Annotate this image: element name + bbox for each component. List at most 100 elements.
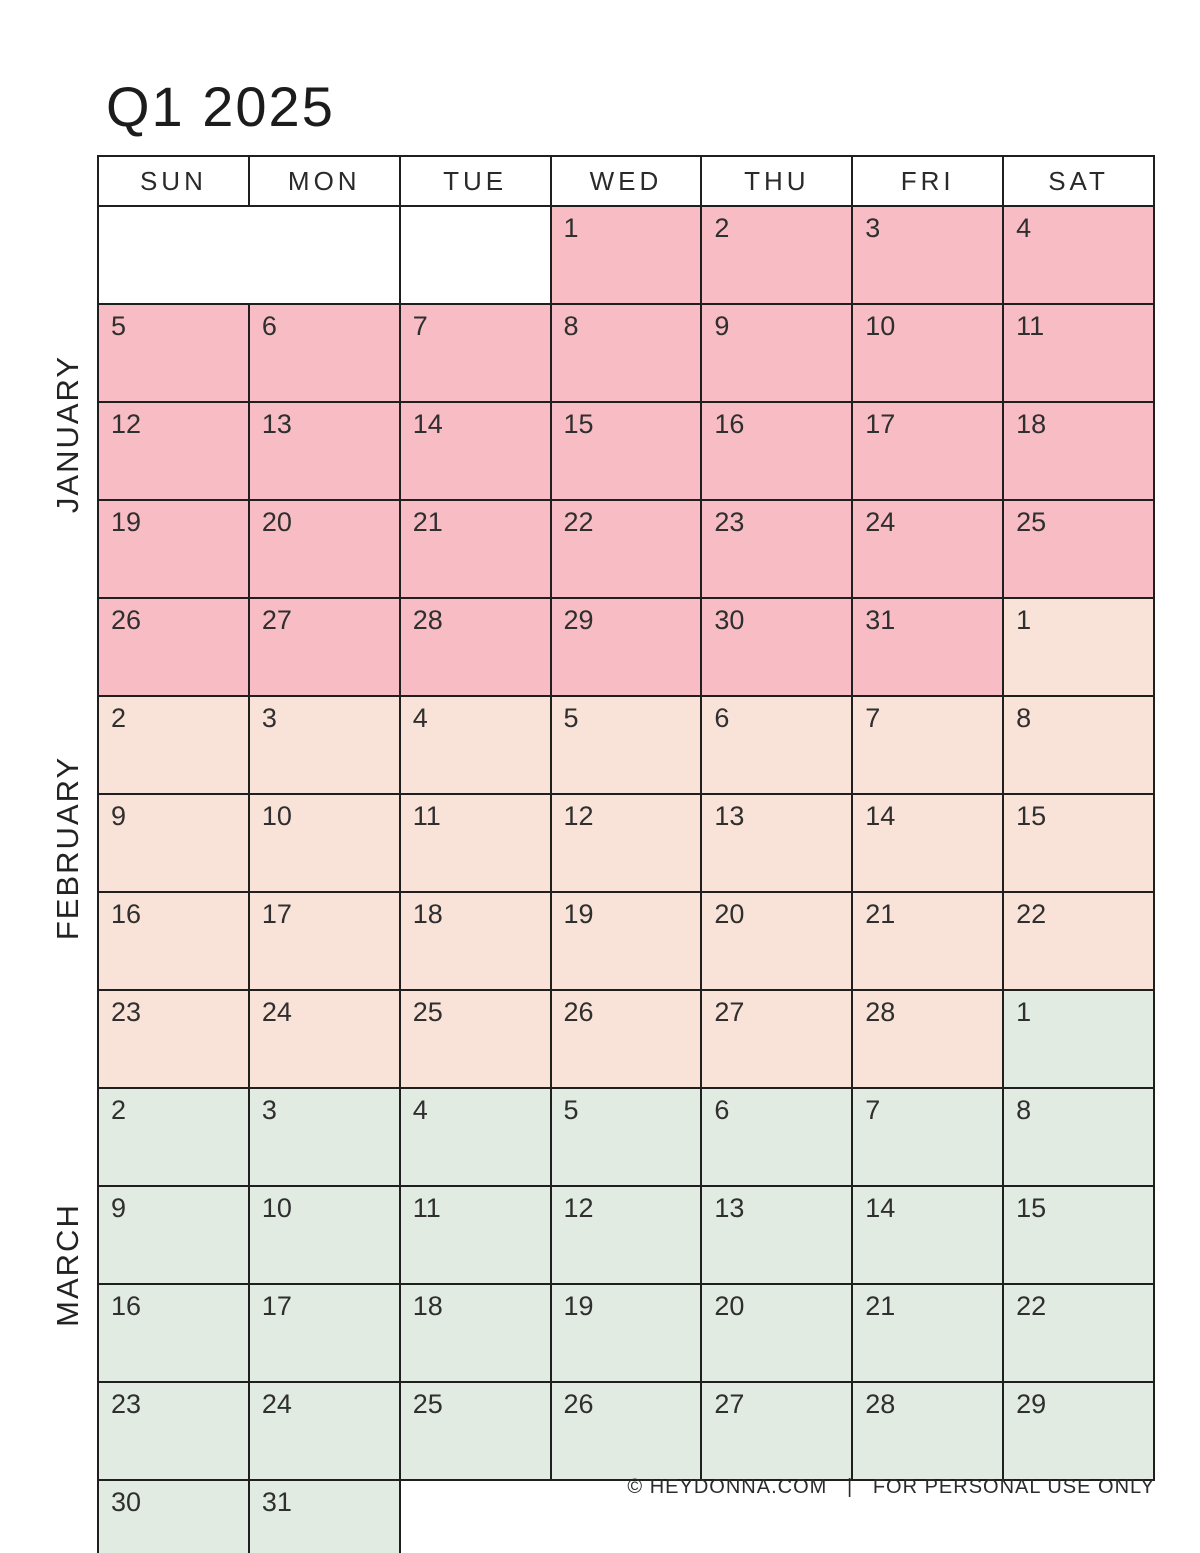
- day-cell-mar-29: 29: [1002, 1381, 1155, 1481]
- day-cell-mar-23: 23: [97, 1381, 250, 1481]
- week-row: 30 31: [97, 1479, 1154, 1553]
- day-cell-jan-22: 22: [549, 499, 703, 599]
- day-cell-jan-23: 23: [700, 499, 854, 599]
- day-cell-jan-10: 10: [851, 303, 1005, 403]
- day-cell-mar-14: 14: [851, 1185, 1005, 1285]
- day-cell-jan-25: 25: [1002, 499, 1155, 599]
- day-cell-feb-7: 7: [851, 695, 1005, 795]
- day-cell-jan-18: 18: [1002, 401, 1155, 501]
- day-cell-feb-3: 3: [247, 695, 401, 795]
- day-cell-jan-1: 1: [549, 205, 703, 305]
- day-cell-mar-20: 20: [700, 1283, 854, 1383]
- day-cell-jan-26: 26: [97, 597, 250, 697]
- empty-cell: [399, 1480, 1154, 1553]
- day-cell-mar-26: 26: [549, 1381, 703, 1481]
- week-row: 12 13 14 15 16 17 18: [97, 401, 1155, 501]
- day-cell-feb-16: 16: [97, 891, 250, 991]
- footer-credit: © HEYDONNA.COM | FOR PERSONAL USE ONLY: [627, 1476, 1155, 1498]
- day-cell-mar-5: 5: [549, 1087, 703, 1187]
- day-cell-feb-20: 20: [700, 891, 854, 991]
- empty-cell: [97, 205, 401, 305]
- weekday-header-mon: MON: [247, 155, 401, 207]
- day-cell-mar-16: 16: [97, 1283, 250, 1383]
- week-row: 5 6 7 8 9 10 11: [97, 303, 1155, 403]
- day-cell-mar-1: 1: [1002, 989, 1155, 1089]
- day-cell-jan-15: 15: [549, 401, 703, 501]
- day-cell-jan-17: 17: [851, 401, 1005, 501]
- day-cell-feb-5: 5: [549, 695, 703, 795]
- page-title: Q1 2025: [106, 75, 335, 138]
- day-cell-feb-22: 22: [1002, 891, 1155, 991]
- day-cell-feb-4: 4: [398, 695, 552, 795]
- weekday-header-thu: THU: [700, 155, 854, 207]
- weekday-row: SUN MON TUE WED THU FRI SAT: [97, 155, 1155, 207]
- day-cell-feb-21: 21: [851, 891, 1005, 991]
- day-cell-jan-14: 14: [398, 401, 552, 501]
- day-cell-feb-1: 1: [1002, 597, 1155, 697]
- day-cell-feb-19: 19: [549, 891, 703, 991]
- day-cell-jan-28: 28: [398, 597, 552, 697]
- day-cell-mar-11: 11: [398, 1185, 552, 1285]
- week-row: 16 17 18 19 20 21 22: [97, 1283, 1155, 1383]
- weekday-header-sat: SAT: [1002, 155, 1155, 207]
- day-cell-jan-29: 29: [549, 597, 703, 697]
- day-cell-mar-21: 21: [851, 1283, 1005, 1383]
- calendar-body: 1 2 3 4 5 6 7 8 9 10 11 12 13 14 15 16 17 18 19 20 21 22 23 24 2…: [97, 205, 1155, 1553]
- day-cell-jan-11: 11: [1002, 303, 1155, 403]
- day-cell-feb-28: 28: [851, 989, 1005, 1089]
- week-row: 23 24 25 26 27 28 1: [97, 989, 1155, 1089]
- day-cell-feb-11: 11: [398, 793, 552, 893]
- day-cell-feb-8: 8: [1002, 695, 1155, 795]
- week-row: 16 17 18 19 20 21 22: [97, 891, 1155, 991]
- day-cell-jan-8: 8: [549, 303, 703, 403]
- month-label-march-text: MARCH: [50, 1203, 86, 1327]
- week-row: 9 10 11 12 13 14 15: [97, 793, 1155, 893]
- day-cell-jan-2: 2: [700, 205, 854, 305]
- day-cell-mar-8: 8: [1002, 1087, 1155, 1187]
- day-cell-jan-31: 31: [851, 597, 1005, 697]
- day-cell-mar-6: 6: [700, 1087, 854, 1187]
- day-cell-mar-22: 22: [1002, 1283, 1155, 1383]
- week-row: 19 20 21 22 23 24 25: [97, 499, 1155, 599]
- day-cell-jan-12: 12: [97, 401, 250, 501]
- day-cell-mar-18: 18: [398, 1283, 552, 1383]
- day-cell-feb-17: 17: [247, 891, 401, 991]
- day-cell-feb-9: 9: [97, 793, 250, 893]
- day-cell-mar-12: 12: [549, 1185, 703, 1285]
- day-cell-feb-24: 24: [247, 989, 401, 1089]
- day-cell-mar-13: 13: [700, 1185, 854, 1285]
- day-cell-mar-3: 3: [247, 1087, 401, 1187]
- empty-cell: [398, 205, 552, 305]
- day-cell-feb-6: 6: [700, 695, 854, 795]
- day-cell-feb-2: 2: [97, 695, 250, 795]
- day-cell-mar-9: 9: [97, 1185, 250, 1285]
- week-row: 23 24 25 26 27 28 29: [97, 1381, 1155, 1481]
- day-cell-mar-17: 17: [247, 1283, 401, 1383]
- day-cell-jan-13: 13: [247, 401, 401, 501]
- week-row: 9 10 11 12 13 14 15: [97, 1185, 1155, 1285]
- day-cell-mar-4: 4: [398, 1087, 552, 1187]
- day-cell-feb-10: 10: [247, 793, 401, 893]
- month-label-january-text: JANUARY: [50, 354, 86, 514]
- day-cell-mar-30: 30: [97, 1479, 250, 1553]
- day-cell-mar-7: 7: [851, 1087, 1005, 1187]
- day-cell-mar-28: 28: [851, 1381, 1005, 1481]
- day-cell-jan-9: 9: [700, 303, 854, 403]
- day-cell-mar-31: 31: [247, 1479, 401, 1553]
- day-cell-feb-23: 23: [97, 989, 250, 1089]
- day-cell-jan-27: 27: [247, 597, 401, 697]
- weekday-header-wed: WED: [549, 155, 703, 207]
- month-label-february-text: FEBRUARY: [50, 755, 85, 941]
- day-cell-jan-7: 7: [398, 303, 552, 403]
- day-cell-jan-20: 20: [247, 499, 401, 599]
- day-cell-mar-15: 15: [1002, 1185, 1155, 1285]
- day-cell-feb-18: 18: [398, 891, 552, 991]
- day-cell-mar-24: 24: [247, 1381, 401, 1481]
- day-cell-feb-25: 25: [398, 989, 552, 1089]
- calendar-table: SUN MON TUE WED THU FRI SAT 1 2 3 4 5 6 7 8 9 10 11 12 13 1…: [97, 155, 1155, 1553]
- weekday-header-tue: TUE: [398, 155, 552, 207]
- day-cell-jan-5: 5: [97, 303, 250, 403]
- day-cell-mar-25: 25: [398, 1381, 552, 1481]
